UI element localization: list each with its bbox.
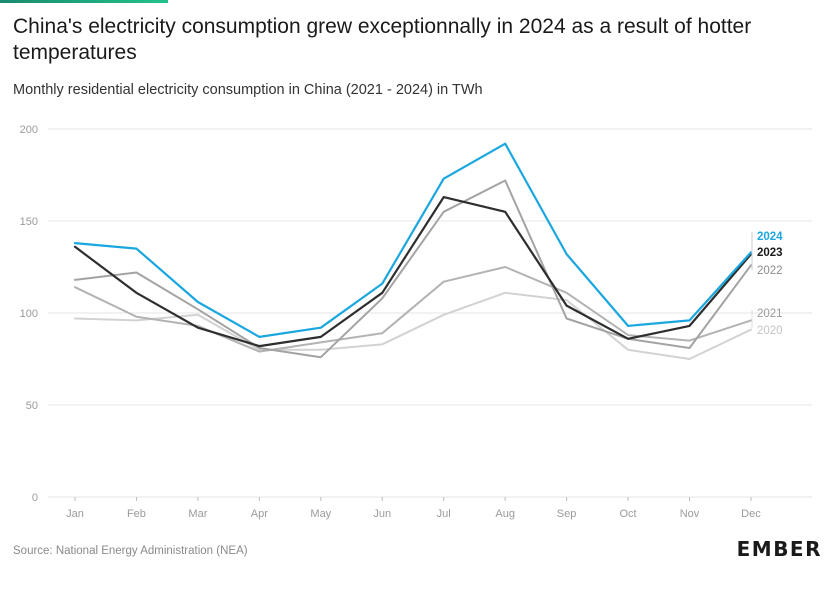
end-label-2024: 2024	[757, 231, 783, 243]
grid-lines	[48, 128, 812, 498]
ember-logo: EMBER	[736, 537, 822, 561]
x-tick-label: Aug	[495, 508, 515, 520]
source-note: Source: National Energy Administration (…	[13, 545, 248, 557]
end-label-2023: 2023	[757, 247, 783, 259]
end-label-2020: 2020	[757, 325, 783, 337]
x-tick-label: Jan	[66, 508, 84, 520]
x-tick-label: Oct	[619, 508, 636, 520]
chart-subtitle: Monthly residential electricity consumpt…	[13, 82, 483, 98]
chart-title: China's electricity consumption grew exc…	[13, 15, 752, 64]
y-axis-ticks: 0 50 100 150 200	[20, 124, 38, 504]
series-line-2022	[74, 179, 752, 359]
x-tick-label: May	[310, 508, 331, 520]
y-tick-label: 150	[20, 216, 38, 228]
series-line-2021	[74, 266, 752, 353]
y-tick-label: 50	[26, 400, 38, 412]
x-tick-label: Dec	[741, 508, 761, 520]
brand-accent-bar	[0, 0, 168, 3]
y-tick-label: 100	[20, 308, 38, 320]
x-tick-label: Mar	[188, 508, 207, 520]
x-tick-label: Sep	[557, 508, 577, 520]
x-tick-label: Jun	[373, 508, 391, 520]
x-axis-ticks: Jan Feb Mar Apr May Jun Jul Aug Sep Oct Nov Dec	[66, 497, 761, 520]
x-tick-label: Feb	[127, 508, 146, 520]
series-end-labels: 2020 2021 2022 2023 2024	[751, 231, 783, 337]
x-tick-label: Jul	[437, 508, 451, 520]
series-line-2020	[74, 291, 752, 360]
line-chart: 0 50 100 150 200 Jan Feb Mar Apr May Jun Jul Aug Sep…	[20, 124, 812, 520]
end-label-2021: 2021	[757, 308, 783, 320]
end-label-2022: 2022	[757, 265, 783, 277]
y-tick-label: 0	[32, 492, 38, 504]
y-tick-label: 200	[20, 124, 38, 136]
x-tick-label: Nov	[680, 508, 700, 520]
series-line-2024	[73, 142, 753, 338]
series-lines	[73, 142, 753, 360]
x-tick-label: Apr	[251, 508, 268, 520]
series-line-2023	[73, 195, 753, 348]
